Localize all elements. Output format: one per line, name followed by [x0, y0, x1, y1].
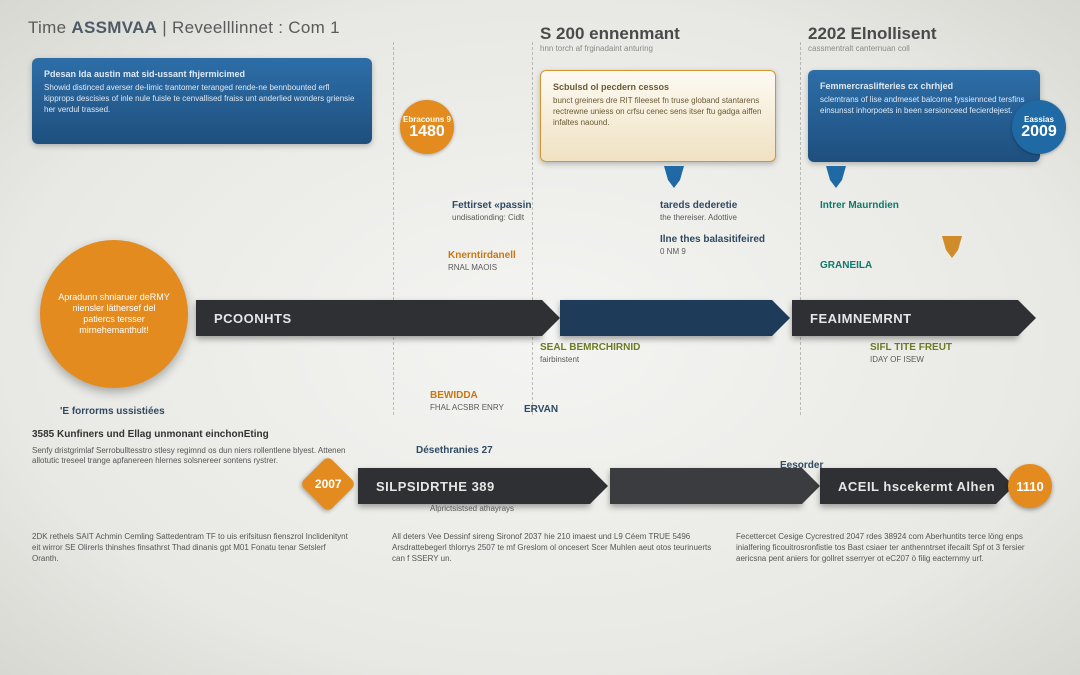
callout-box: Femmercraslifteries cx chrhjed sclemtran…	[808, 70, 1040, 162]
title-tail: : Com 1	[278, 18, 340, 37]
label-head: tareds dederetie	[660, 200, 737, 213]
disc-text: Apradunn shniaruer deRMY niensler läther…	[56, 292, 172, 337]
vguide	[532, 42, 533, 415]
label-sub: RNAL MAOIS	[448, 263, 497, 272]
timeline-arrow	[610, 468, 802, 504]
cluster-label: 'E forrorms ussistiées	[60, 406, 165, 419]
cluster-label: GRANEILA	[820, 260, 872, 273]
callout-title: Pdesan Ida austin mat sid-ussant fhjermi…	[44, 68, 360, 80]
label-sub: undisationding: Cidlt	[452, 213, 524, 222]
cluster-label: SEAL BEMRCHIRNIDfairbinstent	[540, 342, 640, 365]
highlight-disc: Apradunn shniaruer deRMY niensler läther…	[40, 240, 188, 388]
arrow-label: PCOONHTS	[214, 311, 292, 326]
title-mid: | Reveelllinnet	[157, 18, 278, 37]
label-head: ERVAN	[524, 404, 558, 417]
vguide	[800, 42, 801, 415]
para-body: Senfy dristgrimlaf Serrobulltesstro stle…	[32, 446, 352, 468]
end-node-text: 1110	[1016, 479, 1044, 494]
year-header-text: S 200 ennenmant	[540, 24, 680, 43]
label-sub: fairbinstent	[540, 355, 579, 364]
year-header: 2202 Elnollisent cassmentralt canternuan…	[808, 24, 937, 53]
vguide	[393, 42, 394, 415]
badge-number: 2009	[1021, 124, 1057, 140]
cluster-label: Eesorder	[780, 460, 823, 473]
timeline-arrow	[560, 300, 772, 336]
callout-title: Scbulsd ol pecdern cessos	[553, 81, 763, 93]
para-title: 3585 Kunfiners und Ellag unmonant eincho…	[32, 428, 352, 442]
year-header: S 200 ennenmant hnn torch af frginadaint…	[540, 24, 680, 53]
cluster-label: Ilne thes balasitifeired0 NM 9	[660, 234, 765, 257]
callout-body: bunct greiners dre RIT fileeset fn truse…	[553, 96, 763, 128]
year-badge: Ebracouns 9 1480	[400, 100, 454, 154]
year-header-sub: hnn torch af frginadaint anturing	[540, 44, 680, 53]
pill-text: 2007	[315, 477, 342, 491]
pendant-icon	[660, 166, 688, 188]
label-head: Désethranies 27	[416, 445, 493, 458]
end-node: 1110	[1008, 464, 1052, 508]
callout-title: Femmercraslifteries cx chrhjed	[820, 80, 1028, 92]
cluster-label: ERVAN	[524, 404, 558, 417]
pendant-icon	[938, 236, 966, 258]
label-head: Eesorder	[780, 460, 823, 473]
label-sub: the thereiser. Adottive	[660, 213, 737, 222]
footer-para: All deters Vee Dessinf sireng Sironof 20…	[392, 532, 712, 564]
para-body: 2DK rethels SAIT Achmin Cemling Satteden…	[32, 532, 352, 564]
cluster-label: Fettirset «passinundisationding: Cidlt	[452, 200, 531, 223]
cluster-label: SIFL TITE FREUTIDAY OF ISEW	[870, 342, 952, 365]
timeline-arrow: SILPSIDRTHE 389	[358, 468, 590, 504]
para-body: Fecettercet Cesige Cycrestred 2047 rdes …	[736, 532, 1048, 564]
label-head: 'E forrorms ussistiées	[60, 406, 165, 419]
cluster-label: tareds dederetiethe thereiser. Adottive	[660, 200, 737, 223]
label-head: Knerntirdanell	[448, 250, 516, 263]
cluster-label: Désethranies 27	[416, 445, 493, 458]
cluster-label: KnerntirdanellRNAL MAOIS	[448, 250, 516, 273]
callout-box: Pdesan Ida austin mat sid-ussant fhjermi…	[32, 58, 372, 144]
label-sub: IDAY OF ISEW	[870, 355, 924, 364]
year-badge: Eassias 2009	[1012, 100, 1066, 154]
pendant-icon	[822, 166, 850, 188]
label-head: BEWIDDA	[430, 390, 504, 403]
label-head: GRANEILA	[820, 260, 872, 273]
timeline-arrow: FEAIMNEMRNT	[792, 300, 1018, 336]
label-head: SIFL TITE FREUT	[870, 342, 952, 355]
timeline-arrow: ACEIL hscekermt Alhen	[820, 468, 996, 504]
title-pre: Time	[28, 18, 71, 37]
label-head: Fettirset «passin	[452, 200, 531, 213]
cluster-label: BEWIDDAFHAL ACSBR ENRY	[430, 390, 504, 413]
label-sub: FHAL ACSBR ENRY	[430, 403, 504, 412]
callout-body: Showid distinced averser de-limic tranto…	[44, 83, 360, 115]
arrow-label: SILPSIDRTHE 389	[376, 479, 495, 494]
arrow-sublabel: Alprictsistsed athayrays	[430, 504, 514, 514]
label-head: Intrer Maurndien	[820, 200, 899, 213]
page-title: Time ASSMVAA | Reveelllinnet : Com 1	[28, 18, 340, 38]
callout-body: sclemtrans of lise andmeset balcorne fys…	[820, 95, 1028, 117]
para-body: All deters Vee Dessinf sireng Sironof 20…	[392, 532, 712, 564]
footer-para: 2DK rethels SAIT Achmin Cemling Satteden…	[32, 532, 352, 564]
badge-number: 1480	[409, 124, 445, 140]
title-strong: ASSMVAA	[71, 18, 157, 37]
arrow-label: ACEIL hscekermt Alhen	[838, 479, 995, 494]
footer-para: 3585 Kunfiners und Ellag unmonant eincho…	[32, 428, 352, 467]
label-head: SEAL BEMRCHIRNID	[540, 342, 640, 355]
label-sub: 0 NM 9	[660, 247, 686, 256]
label-head: Ilne thes balasitifeired	[660, 234, 765, 247]
label-sub: Alprictsistsed athayrays	[430, 504, 514, 513]
cluster-label: Intrer Maurndien	[820, 200, 899, 213]
callout-box: Scbulsd ol pecdern cessos bunct greiners…	[540, 70, 776, 162]
year-header-text: 2202 Elnollisent	[808, 24, 937, 43]
timeline-arrow: PCOONHTS	[196, 300, 542, 336]
year-header-sub: cassmentralt canternuan coll	[808, 44, 937, 53]
footer-para: Fecettercet Cesige Cycrestred 2047 rdes …	[736, 532, 1048, 564]
arrow-label: FEAIMNEMRNT	[810, 311, 912, 326]
